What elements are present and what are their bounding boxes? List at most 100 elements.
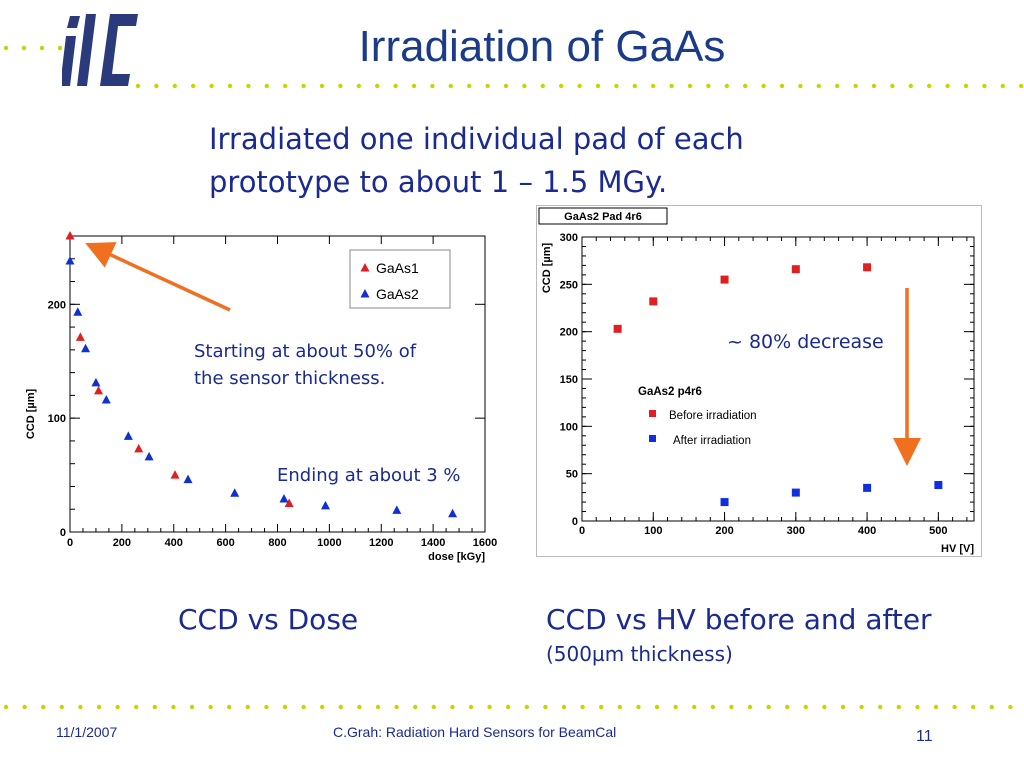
footer-page-number: 11: [916, 728, 933, 745]
decor-dot: [1000, 83, 1005, 89]
decor-dot: [761, 83, 766, 89]
y-tick-label: 200: [560, 327, 578, 339]
decor-dot: [431, 704, 436, 710]
decor-dot: [933, 704, 939, 710]
decor-dot: [673, 704, 678, 710]
subtitle: Irradiated one individual pad of each pr…: [209, 118, 744, 204]
legend-marker-gaas2: [360, 289, 370, 298]
decor-dot: [971, 704, 976, 710]
chart-title-box: [538, 207, 668, 225]
decor-dot: [152, 704, 157, 710]
decor-dot: [945, 83, 950, 89]
data-point-before-irradiation: [613, 324, 622, 333]
x-tick-label: 0: [579, 525, 585, 537]
decor-dot: [915, 704, 920, 710]
decor-dot: [467, 83, 472, 89]
start-arrow: [85, 242, 231, 312]
decor-dot: [559, 83, 564, 89]
decor-dot: [982, 83, 987, 89]
data-point-gaas2: [65, 256, 75, 265]
y-tick-label: 300: [560, 232, 578, 244]
x-tick-label: 300: [787, 525, 805, 537]
decor-dot: [878, 704, 883, 710]
decor-dot: [595, 83, 601, 89]
legend-marker-gaas1: [360, 263, 370, 272]
decor-dot: [524, 704, 529, 710]
decor-dot: [208, 704, 213, 710]
data-point-gaas2: [101, 394, 111, 404]
data-point-gaas2: [183, 474, 193, 484]
decor-dot: [191, 83, 196, 89]
decor-dot: [96, 704, 102, 710]
y-tick-label: 50: [566, 469, 578, 481]
data-point-gaas2: [279, 493, 289, 503]
decor-dot: [710, 704, 715, 710]
decor-dot: [651, 83, 656, 89]
decor-dot: [816, 83, 821, 89]
legend-marker-before-irradiation: [649, 410, 656, 417]
decor-dot: [59, 704, 64, 710]
decor-dot: [503, 83, 509, 89]
decor-dot: [375, 704, 381, 710]
caption-thickness: (500µm thickness): [546, 642, 733, 666]
decor-dot: [413, 704, 418, 710]
decor-dot: [669, 83, 674, 89]
decor-dot: [853, 83, 858, 89]
decor-dot: [393, 83, 398, 89]
decor-dot: [227, 83, 233, 89]
decor-dot: [430, 83, 435, 89]
decor-dot: [209, 83, 214, 89]
decor-dot: [540, 83, 545, 89]
decor-dot: [282, 704, 288, 710]
y-tick-label: 0: [60, 527, 66, 539]
data-point-gaas2: [144, 451, 154, 461]
slide-title: Irradiation of GaAs: [358, 22, 726, 71]
decor-dot: [779, 83, 785, 89]
decor-dot: [172, 83, 177, 89]
data-point-gaas2: [230, 488, 240, 497]
decor-dot: [245, 704, 250, 710]
decor-dot: [522, 83, 527, 89]
legend-label-after-irradiation: After irradiation: [673, 435, 751, 447]
data-point-after-irradiation: [791, 488, 800, 497]
start-annotation-line-2: the sensor thickness.: [194, 368, 386, 389]
decor-dot: [896, 704, 901, 710]
ilc-logo: [62, 14, 138, 86]
data-point-before-irradiation: [649, 297, 658, 306]
decor-dot: [580, 704, 585, 710]
data-point-gaas1: [94, 385, 104, 395]
legend-marker-after-irradiation: [649, 435, 656, 442]
decor-dot: [22, 704, 27, 710]
decor-dot: [134, 704, 139, 710]
x-tick-label: 800: [268, 537, 286, 549]
decor-dot: [1008, 704, 1013, 710]
decor-dot: [115, 704, 120, 710]
x-tick-label: 400: [165, 537, 183, 549]
decor-dot: [171, 704, 176, 710]
decor-dot: [952, 704, 957, 710]
decor-dot: [908, 83, 913, 89]
decor-dot: [798, 83, 803, 89]
decor-dot: [506, 704, 511, 710]
data-point-gaas1: [75, 332, 85, 341]
decor-dot: [692, 704, 697, 710]
data-point-gaas2: [320, 500, 330, 510]
data-point-gaas2: [81, 343, 91, 353]
data-point-gaas1: [65, 231, 75, 240]
decor-dot: [189, 704, 195, 710]
decor-dot: [747, 704, 753, 710]
decor-dot: [394, 704, 399, 710]
x-tick-label: 1000: [317, 537, 341, 549]
x-tick-label: 200: [715, 525, 733, 537]
decor-dot: [450, 704, 455, 710]
subtitle-line-1: Irradiated one individual pad of each: [209, 122, 744, 156]
x-tick-label: 1600: [473, 537, 497, 549]
top-dots-row: [135, 83, 1024, 89]
y-tick-label: 200: [48, 299, 66, 311]
top-dots-left: [3, 45, 63, 51]
decor-dot: [264, 83, 269, 89]
decor-dot: [135, 83, 141, 89]
decor-dot: [835, 83, 840, 89]
decor-dot: [871, 83, 877, 89]
data-point-gaas2: [123, 431, 133, 440]
